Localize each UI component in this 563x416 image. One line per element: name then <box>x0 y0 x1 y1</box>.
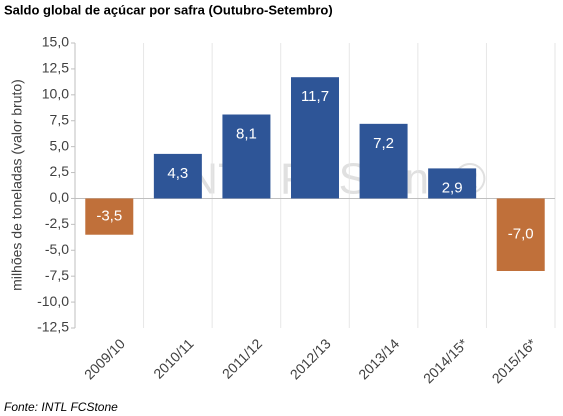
y-tick-label: 7,5 <box>50 111 70 127</box>
bar <box>222 114 271 199</box>
x-tick-label: 2013/14 <box>355 335 402 382</box>
y-tick-label: 12,5 <box>42 60 69 76</box>
value-label: 4,3 <box>167 165 188 182</box>
bar <box>359 123 408 199</box>
x-tick-label: 2015/16* <box>488 335 539 386</box>
y-tick-label: -2,5 <box>45 215 69 231</box>
bar <box>85 198 134 235</box>
y-axis-label: milhões de toneladas (valor bruto) <box>9 79 25 291</box>
y-tick-label: 10,0 <box>42 86 69 102</box>
x-tick-label: 2014/15* <box>420 335 471 386</box>
y-tick-label: 5,0 <box>50 137 70 153</box>
y-tick-label: 0,0 <box>50 189 70 205</box>
bar <box>153 153 202 199</box>
y-tick-label: 15,0 <box>42 34 69 50</box>
source: Fonte: INTL FCStone <box>4 400 118 414</box>
chart-title: Saldo global de açúcar por safra (Outubr… <box>4 2 333 17</box>
y-tick-label: -7,5 <box>45 267 69 283</box>
y-tick-label: 2,5 <box>50 163 70 179</box>
bar <box>496 198 545 271</box>
bar <box>428 168 477 199</box>
value-label: -7,0 <box>508 226 534 243</box>
y-tick-label: -12,5 <box>37 319 69 335</box>
y-tick-label: -5,0 <box>45 241 69 257</box>
x-tick-label: 2012/13 <box>287 335 334 382</box>
value-label: 7,2 <box>373 135 394 152</box>
value-label: 11,7 <box>301 88 329 105</box>
y-tick-label: -10,0 <box>37 293 69 309</box>
x-tick-label: 2010/11 <box>150 335 197 382</box>
value-label: -3,5 <box>96 208 122 225</box>
bar <box>291 77 339 199</box>
x-tick-label: 2011/12 <box>219 335 266 382</box>
value-label: 2,9 <box>442 179 463 196</box>
x-tick-label: 2009/10 <box>81 335 128 382</box>
value-label: 8,1 <box>236 125 257 142</box>
